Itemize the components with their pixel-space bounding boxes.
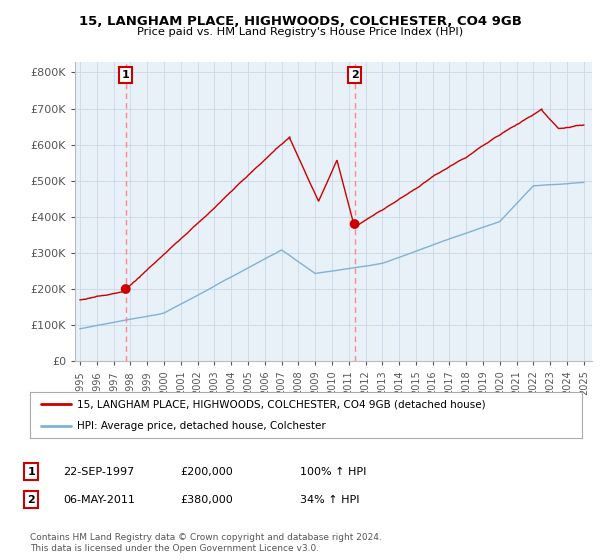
Text: 1: 1 <box>28 466 35 477</box>
Point <box>350 220 359 228</box>
Text: £200,000: £200,000 <box>180 466 233 477</box>
Text: 06-MAY-2011: 06-MAY-2011 <box>63 494 135 505</box>
Text: 15, LANGHAM PLACE, HIGHWOODS, COLCHESTER, CO4 9GB (detached house): 15, LANGHAM PLACE, HIGHWOODS, COLCHESTER… <box>77 399 485 409</box>
Point <box>121 284 131 293</box>
Text: 100% ↑ HPI: 100% ↑ HPI <box>300 466 367 477</box>
Text: Price paid vs. HM Land Registry's House Price Index (HPI): Price paid vs. HM Land Registry's House … <box>137 27 463 37</box>
Text: 22-SEP-1997: 22-SEP-1997 <box>63 466 134 477</box>
Text: 34% ↑ HPI: 34% ↑ HPI <box>300 494 359 505</box>
Text: 15, LANGHAM PLACE, HIGHWOODS, COLCHESTER, CO4 9GB: 15, LANGHAM PLACE, HIGHWOODS, COLCHESTER… <box>79 15 521 27</box>
Text: 2: 2 <box>28 494 35 505</box>
Text: 2: 2 <box>351 70 358 80</box>
Text: Contains HM Land Registry data © Crown copyright and database right 2024.
This d: Contains HM Land Registry data © Crown c… <box>30 533 382 553</box>
Text: £380,000: £380,000 <box>180 494 233 505</box>
Text: HPI: Average price, detached house, Colchester: HPI: Average price, detached house, Colc… <box>77 421 326 431</box>
Text: 1: 1 <box>122 70 130 80</box>
